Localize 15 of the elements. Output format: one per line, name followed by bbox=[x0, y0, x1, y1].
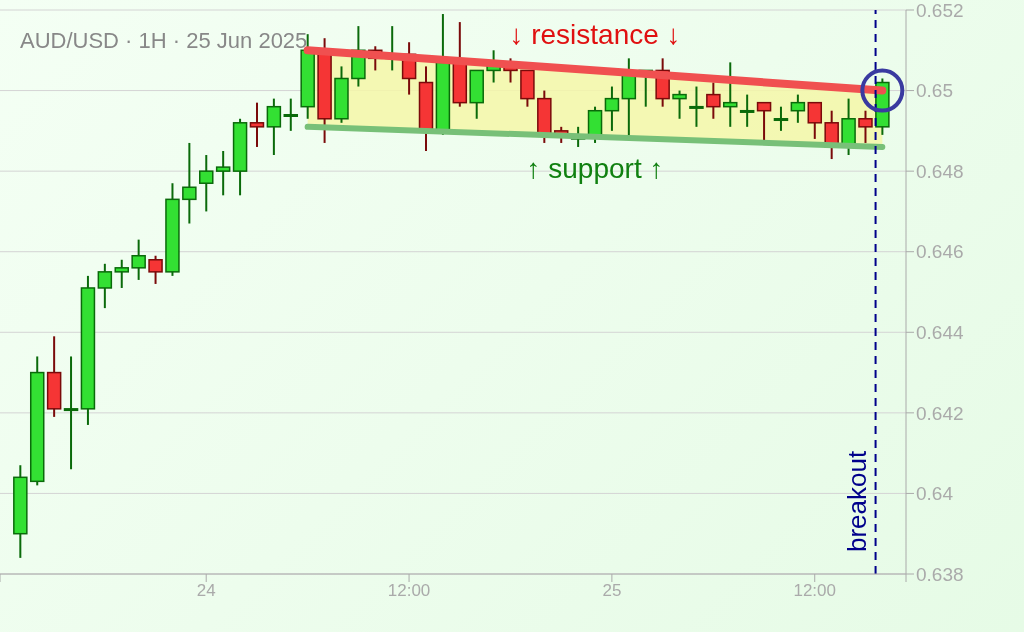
y-tick-label: 0.642 bbox=[916, 402, 964, 424]
y-tick-label: 0.648 bbox=[916, 160, 964, 182]
y-tick-label: 0.65 bbox=[916, 80, 953, 102]
x-tick-label: 12:00 bbox=[793, 581, 836, 601]
y-tick-label: 0.644 bbox=[916, 322, 964, 344]
y-tick-label: 0.652 bbox=[916, 0, 964, 21]
y-tick-label: 0.638 bbox=[916, 563, 964, 585]
y-tick-label: 0.646 bbox=[916, 241, 964, 263]
x-tick-label: 12:00 bbox=[387, 581, 431, 601]
x-tick-label: 24 bbox=[196, 581, 216, 601]
y-tick-label: 0.64 bbox=[916, 483, 954, 505]
annotation: ↓ resistance ↓ bbox=[509, 18, 681, 50]
x-tick-label: 25 bbox=[602, 581, 622, 601]
ref-line-label: breakout bbox=[841, 450, 872, 552]
annotation: ↑ support ↑ bbox=[526, 153, 664, 185]
